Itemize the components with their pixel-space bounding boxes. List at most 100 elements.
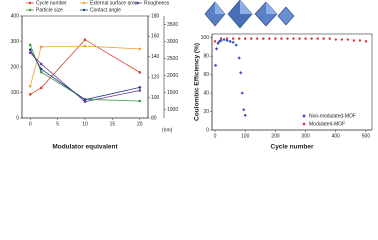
data-point — [364, 40, 368, 43]
data-point — [217, 39, 222, 43]
data-point — [286, 37, 289, 40]
data-point — [39, 67, 43, 71]
y-tick-label: 160 — [151, 34, 160, 40]
data-point — [138, 99, 142, 103]
data-point — [328, 37, 331, 40]
data-point — [280, 37, 283, 40]
series-line — [29, 49, 140, 101]
data-point — [231, 37, 235, 40]
data-point — [83, 100, 87, 103]
y-tick-label: 140 — [151, 54, 160, 60]
y-tick-label: 200 — [11, 64, 20, 70]
data-point — [219, 38, 223, 43]
data-point — [274, 37, 277, 40]
x-tick-label: 200 — [271, 133, 280, 139]
data-point — [214, 47, 219, 51]
y-tick-label: 0 — [16, 115, 19, 121]
data-point — [340, 38, 344, 41]
y-tick-label: 120 — [151, 75, 160, 81]
series-line — [29, 44, 140, 102]
data-point — [216, 41, 220, 45]
data-point — [83, 38, 87, 42]
data-point — [28, 43, 32, 47]
y-tick-label: 1000 — [167, 107, 178, 113]
page: {"chart_data": [ {"type": "line", "xlabe… — [10, 0, 373, 151]
legend-marker — [82, 1, 86, 5]
data-point — [28, 48, 32, 51]
legend-label: Roughness — [144, 0, 170, 6]
legend-marker — [82, 8, 86, 12]
data-point — [298, 37, 301, 40]
data-point — [234, 43, 238, 47]
data-point — [39, 86, 43, 90]
y-tick-label: 3000 — [167, 39, 178, 45]
data-point — [222, 37, 226, 42]
data-point — [28, 92, 32, 96]
data-point — [304, 37, 307, 40]
x-tick-label: 400 — [332, 133, 341, 139]
x-tick-label: 500 — [362, 133, 371, 139]
data-point — [138, 47, 142, 51]
data-point — [83, 98, 87, 101]
data-point — [316, 37, 319, 40]
y-tick-label: 100 — [151, 95, 160, 101]
data-point — [242, 108, 246, 112]
data-point — [358, 39, 362, 42]
data-point — [240, 91, 244, 95]
y-tick-label: 2500 — [167, 56, 178, 62]
data-point — [39, 62, 43, 66]
data-point — [346, 38, 350, 41]
data-point — [334, 38, 337, 41]
legend-marker — [302, 122, 306, 126]
data-point — [292, 37, 295, 40]
legend-label: Contact angle — [90, 7, 121, 13]
data-point — [225, 37, 229, 40]
series-line — [30, 39, 140, 95]
data-point — [237, 56, 241, 60]
y-tick-label: 100 — [201, 35, 210, 41]
legend-label: Cycle number — [36, 0, 67, 6]
y-tick-label: 2000 — [167, 73, 178, 79]
data-point — [243, 113, 247, 117]
x-tick-label: 5 — [56, 121, 59, 127]
data-point — [268, 37, 271, 40]
data-point — [322, 37, 325, 40]
y-tick-label: 180 — [151, 13, 160, 19]
series-line — [29, 45, 140, 87]
y-tick-label: 0 — [206, 127, 209, 133]
data-point — [256, 37, 259, 40]
data-point — [138, 71, 142, 74]
y-tick-label: 300 — [11, 39, 20, 45]
y-tick-label: 100 — [11, 90, 20, 96]
data-point — [225, 38, 229, 43]
data-point — [237, 37, 241, 40]
data-point — [262, 37, 265, 40]
y-tick-label: 1500 — [167, 90, 178, 96]
legend-label: External surface area — [90, 0, 138, 6]
y3-axis-title: (nm) — [162, 127, 173, 133]
series-line — [29, 52, 140, 103]
y-axis-title: Coulombic Efficiency (%) — [194, 43, 201, 121]
y-tick-label: 40 — [203, 90, 209, 96]
legend-marker — [302, 114, 306, 118]
x-axis-title: Cycle number — [271, 144, 314, 151]
data-point — [244, 37, 247, 40]
y-tick-label: 80 — [151, 115, 157, 121]
data-point — [239, 71, 243, 75]
legend-label: Non-modulated-MOF — [309, 113, 356, 119]
y-tick-label: 80 — [203, 53, 209, 59]
y-tick-label: 20 — [203, 109, 209, 115]
data-point — [228, 39, 232, 43]
legend-marker — [28, 1, 32, 5]
x-tick-label: 20 — [137, 121, 143, 127]
x-tick-label: 0 — [29, 121, 32, 127]
data-point — [213, 40, 217, 43]
data-point — [219, 37, 223, 40]
data-point — [352, 39, 356, 42]
data-point — [138, 86, 142, 89]
x-axis-title: Modulator equivalent — [52, 144, 118, 151]
legend-label: Modulated-MOF — [309, 121, 345, 127]
data-point — [28, 84, 32, 88]
data-point — [138, 89, 142, 92]
